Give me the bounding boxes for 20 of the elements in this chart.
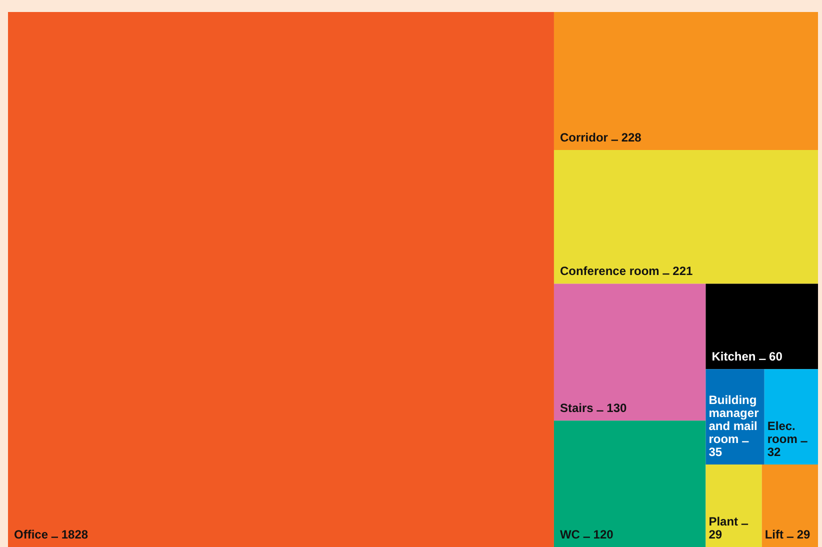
category-label: Elec. room <box>767 418 798 446</box>
category-label: Conference room <box>560 264 660 278</box>
data-label: 120 <box>593 527 614 542</box>
category-label: Building manager and mail room <box>708 392 760 446</box>
category-label: Lift <box>764 527 784 542</box>
data-label: 35 <box>708 444 722 459</box>
category-label: WC <box>560 527 580 542</box>
data-label: 130 <box>606 400 628 415</box>
data-label: 32 <box>767 444 782 459</box>
data-label: 29 <box>796 527 811 542</box>
category-label: Kitchen <box>712 349 756 364</box>
category-label: Stairs <box>560 400 594 415</box>
data-label: 1828 <box>61 527 88 542</box>
category-label: Corridor <box>560 130 608 144</box>
data-label: 228 <box>621 130 642 144</box>
category-label: Office <box>14 527 48 542</box>
data-label: 221 <box>672 264 694 278</box>
data-label: 29 <box>708 527 722 542</box>
category-label: Plant <box>708 514 738 528</box>
data-label: 60 <box>769 349 783 364</box>
